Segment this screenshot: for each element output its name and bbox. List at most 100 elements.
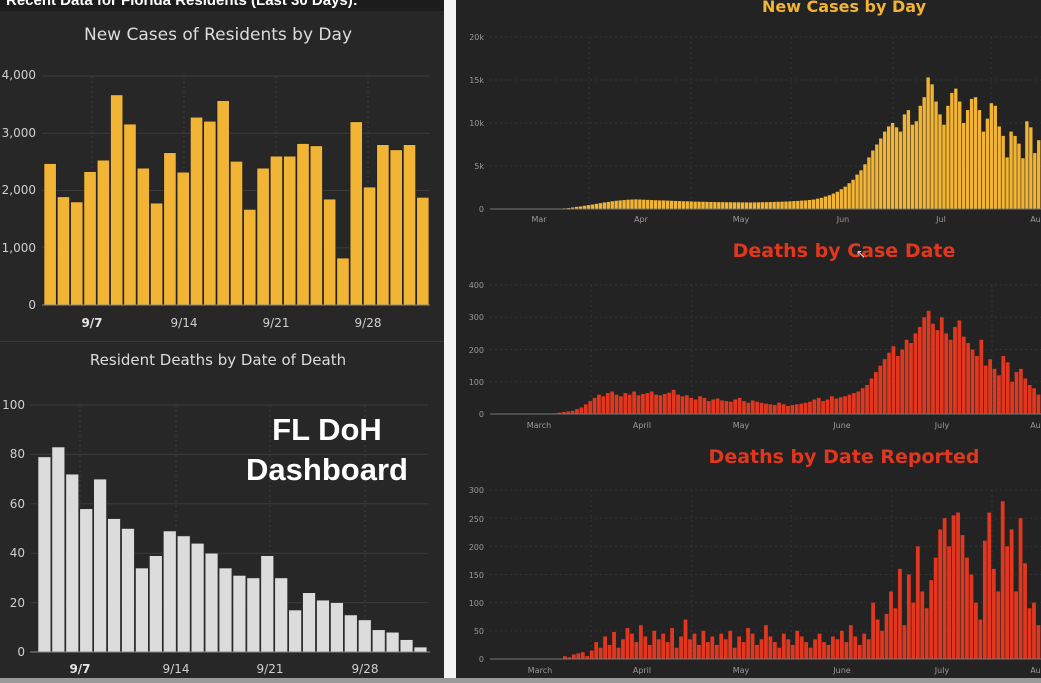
- y-tick-label: 100: [469, 378, 484, 387]
- deathsReported-bar: [705, 642, 710, 659]
- deathsReported-bar: [1009, 529, 1014, 659]
- deathsReported-bar: [652, 630, 657, 659]
- deathsReported-bar: [567, 657, 572, 659]
- deathsCase-bar: [794, 404, 799, 414]
- deathsCase-bar: [658, 395, 663, 414]
- deathsCase-bar: [1019, 368, 1023, 414]
- casesAll-bar: [764, 202, 768, 209]
- deathsCase-bar: [1027, 384, 1032, 414]
- deaths30-bar: [246, 577, 261, 653]
- casesAll-bar: [969, 98, 974, 209]
- casesAll-bar: [1029, 127, 1033, 209]
- casesAll-bar: [883, 131, 887, 209]
- deathsReported-bar: [893, 608, 898, 659]
- deathsReported-bar: [585, 656, 590, 659]
- x-tick-label: June: [832, 421, 851, 430]
- deathsCase-bar: [619, 396, 623, 414]
- deathsReported-bar: [1018, 518, 1023, 659]
- casesAll-bar: [875, 144, 879, 209]
- deathsReported-bar: [795, 630, 800, 659]
- deathsReported-bar: [576, 653, 581, 659]
- deathsCase-bar: [931, 323, 935, 414]
- y-tick-label: 0: [479, 410, 484, 419]
- x-tick-label: 9/21: [263, 316, 290, 330]
- deaths30-bar: [107, 518, 121, 653]
- x-tick-label: April: [633, 666, 651, 675]
- y-tick-label: 40: [10, 546, 25, 560]
- casesAll-bar: [1025, 121, 1029, 209]
- casesAll-bar: [863, 164, 867, 209]
- casesAll-bar: [582, 205, 587, 209]
- deathsCase-bar: [711, 399, 716, 414]
- x-tick-label: 9/21: [257, 662, 284, 676]
- casesAll-bar: [677, 201, 682, 209]
- casesAll-bar: [661, 200, 666, 209]
- casesAll-bar: [879, 138, 883, 209]
- deathsReported-bar: [813, 639, 817, 659]
- deathsReported-bar: [951, 515, 956, 659]
- casesAll-bar: [693, 201, 697, 209]
- deathsCase-bar: [592, 397, 597, 415]
- deathsReported-bar: [822, 642, 826, 659]
- casesAll-bar: [942, 124, 946, 209]
- deathsCase-bar: [900, 349, 905, 414]
- deathsCase-bar: [605, 393, 610, 414]
- deaths30-bar: [316, 599, 330, 653]
- casesAll-bar: [705, 201, 709, 209]
- y-tick-label: 0: [17, 645, 25, 659]
- cases30-bar: [283, 155, 297, 306]
- cases30-bar: [243, 209, 257, 306]
- cases30-bar: [389, 149, 403, 306]
- deathsCase-bar: [671, 389, 676, 414]
- deathsCase-bar: [988, 359, 992, 414]
- deathsCase-bar: [891, 346, 896, 414]
- deathsCase-bar: [816, 397, 821, 415]
- deathsReported-bar: [804, 642, 809, 659]
- deathsCase-x-ticks: March April May June July Aug: [527, 421, 1041, 430]
- casesAll-bar: [574, 206, 579, 209]
- casesAll-bar: [1017, 143, 1021, 209]
- x-tick-label: 9/14: [171, 316, 198, 330]
- panel-divider: [444, 0, 456, 683]
- x-tick-label: April: [633, 421, 651, 430]
- casesAll-bar: [839, 189, 843, 209]
- casesAll-bar: [993, 105, 997, 209]
- cases30-bar: [190, 116, 203, 306]
- deathsReported-bar: [969, 574, 974, 659]
- x-tick-label: May: [733, 421, 750, 430]
- x-tick-label: 9/28: [352, 662, 379, 676]
- deathsCase-bar: [895, 355, 900, 414]
- casesAll-bar: [634, 199, 638, 209]
- overlay-caption: FL DoH Dashboard: [222, 410, 432, 490]
- deathsReported-bar: [692, 633, 697, 659]
- cases30-bar: [269, 155, 283, 306]
- deathsReported-bar: [670, 628, 675, 659]
- casesAll-bar: [1001, 135, 1005, 209]
- deathsCase-bar: [843, 396, 847, 414]
- casesAll-bar: [1009, 131, 1013, 209]
- casesAll-bar: [867, 157, 871, 209]
- deathsCase-bar: [909, 343, 913, 414]
- deaths30-bar: [344, 614, 358, 653]
- cases30-title: New Cases of Residents by Day: [84, 25, 352, 45]
- casesAll-bar: [800, 200, 804, 209]
- deathsReported-bar: [808, 647, 813, 659]
- y-tick-label: 20: [10, 596, 25, 610]
- deathsCase-bar: [715, 398, 720, 414]
- casesAll-bar: [780, 201, 784, 209]
- deaths30-bar: [176, 535, 191, 653]
- casesAll-bar: [918, 105, 922, 209]
- deathsCase-bar: [777, 402, 782, 414]
- deathsCase-bar: [913, 333, 918, 415]
- cases30-bar: [230, 161, 243, 306]
- y-tick-label: 15k: [469, 76, 484, 85]
- casesAll-bar: [1021, 158, 1025, 209]
- deaths30-bar: [302, 592, 316, 653]
- deathsCase-bar: [579, 407, 584, 414]
- deathsCase-bars: [553, 310, 1041, 415]
- mouse-cursor-icon: ↖: [856, 247, 867, 261]
- y-tick-label: 50: [474, 627, 484, 636]
- deathsReported-bar: [607, 644, 612, 659]
- deathsCase-bar: [992, 368, 997, 414]
- deathsCase-bar: [887, 352, 891, 414]
